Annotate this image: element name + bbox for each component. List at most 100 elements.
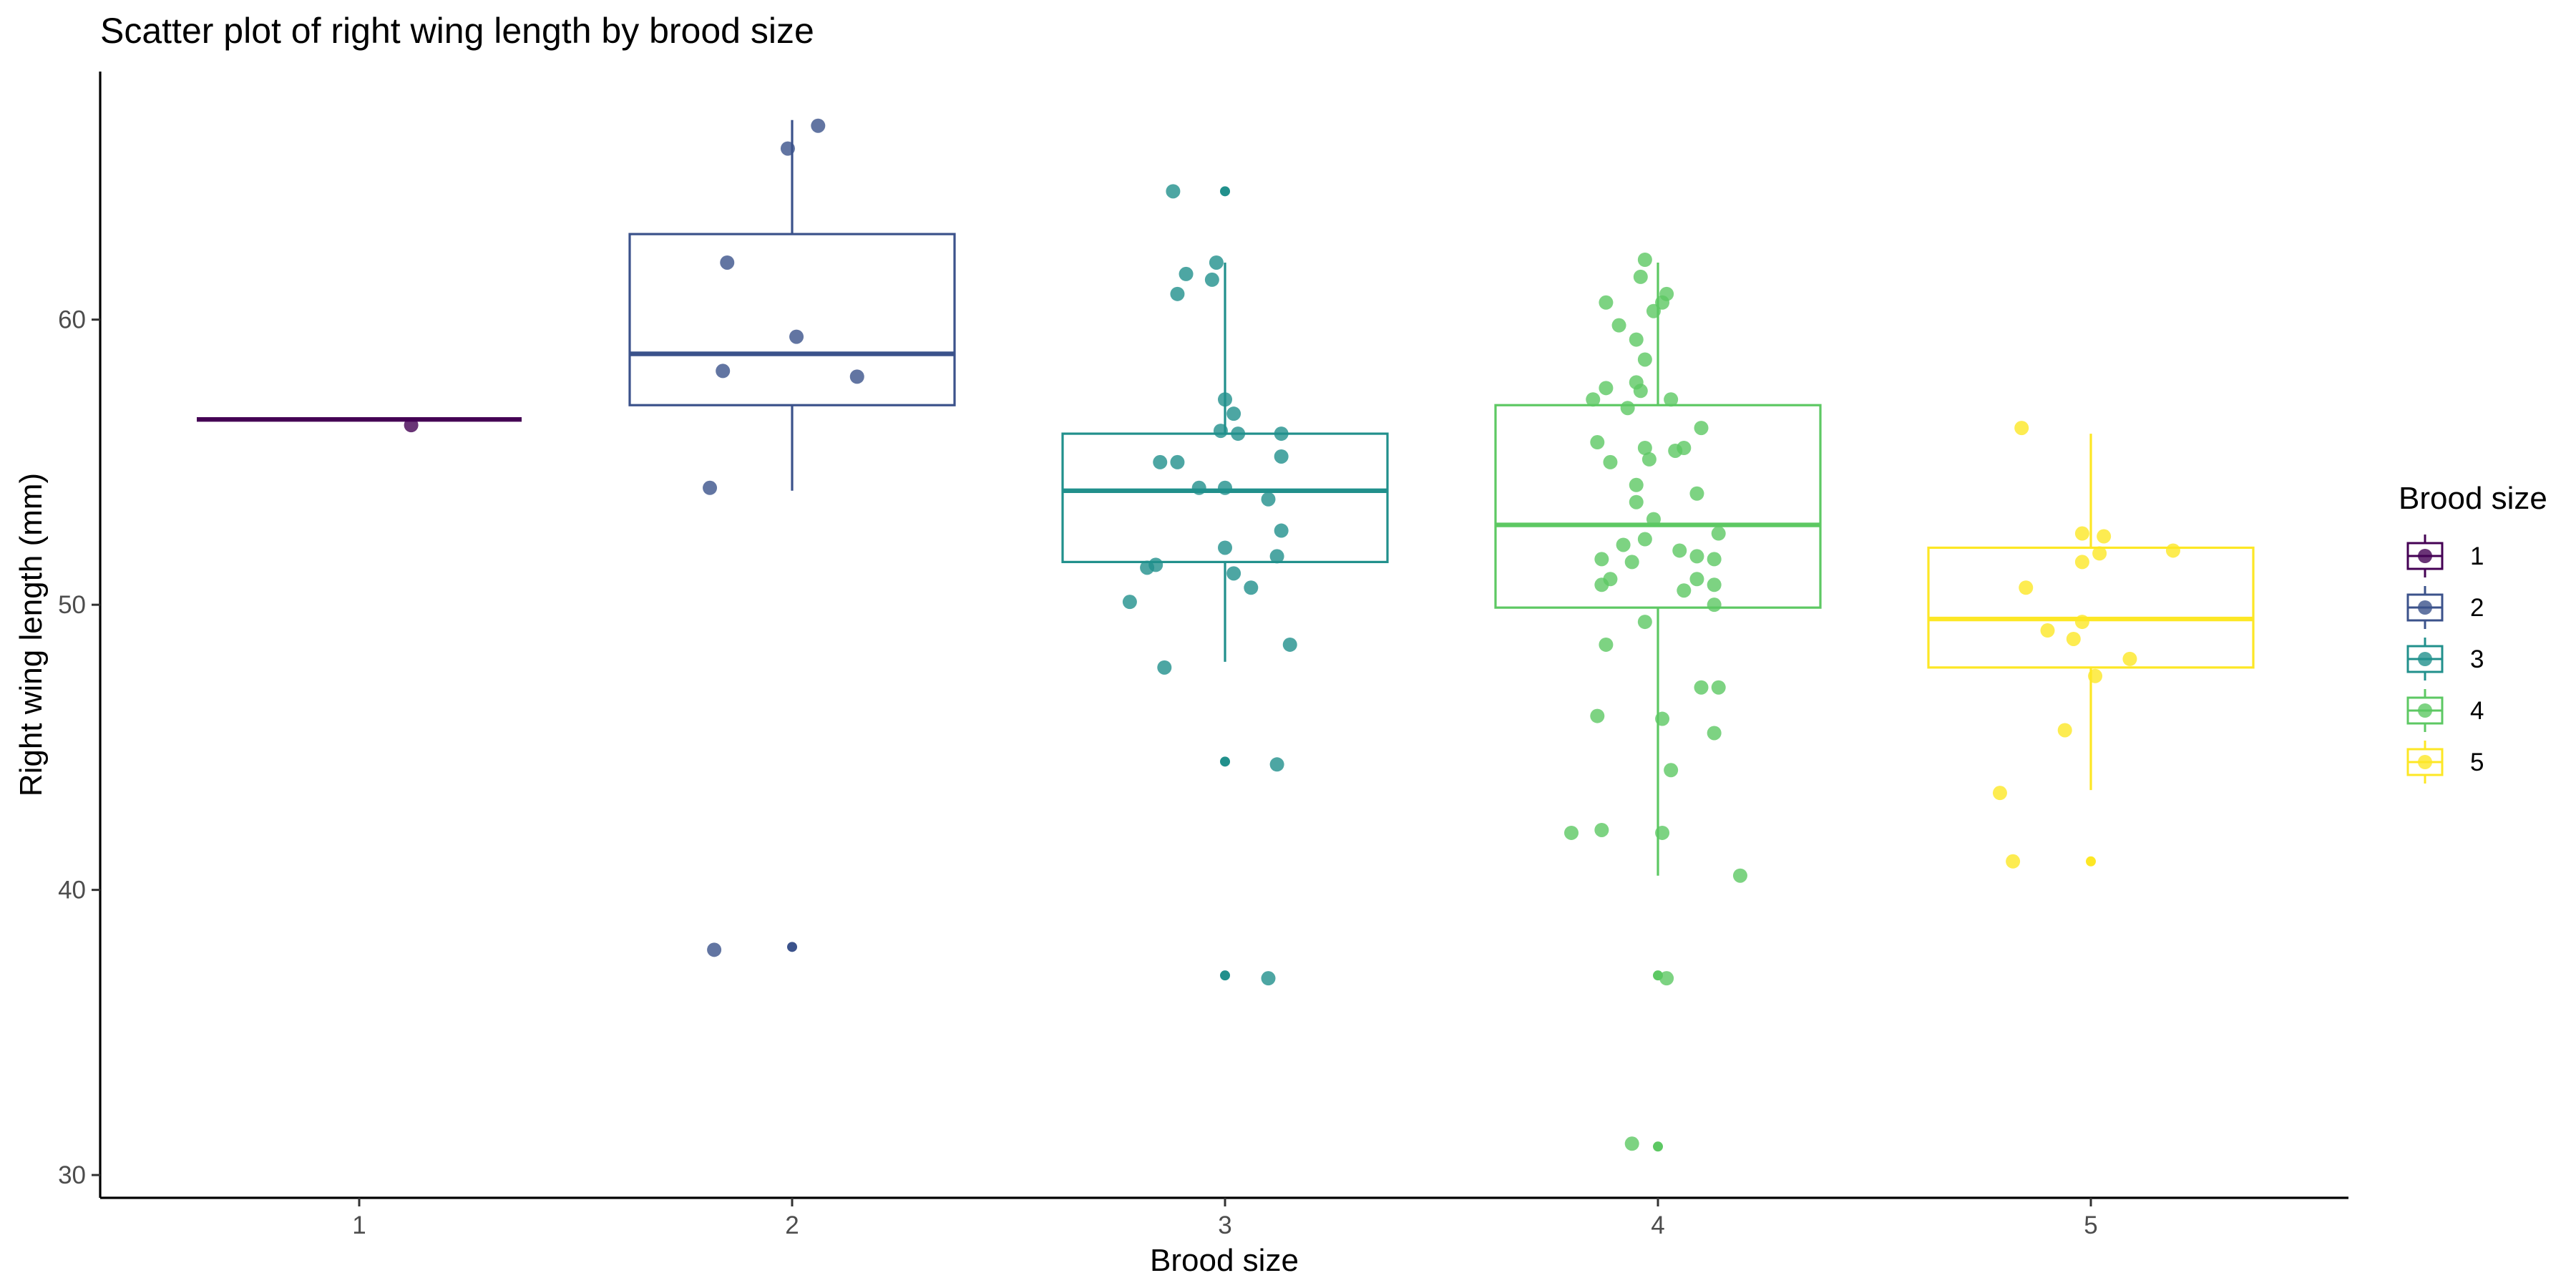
data-point [1637,615,1652,630]
data-point [1599,381,1614,396]
data-point [1633,269,1648,284]
data-point [1629,477,1644,492]
data-point [1689,572,1704,587]
data-point [849,369,864,384]
data-point [1646,303,1661,318]
y-tick-label: 40 [58,877,86,904]
data-point [1157,660,1172,675]
x-tick-label: 3 [1218,1211,1231,1239]
data-point [1179,266,1194,281]
data-point [1637,532,1652,547]
data-point [1732,868,1747,883]
data-point [1707,552,1722,567]
data-point [1244,580,1259,595]
data-point [811,118,826,133]
legend-key-3: 3 [2406,638,2484,680]
data-point [1624,1136,1639,1151]
data-point [1204,272,1219,287]
data-point [1269,757,1284,772]
data-point [1637,252,1652,267]
x-tick-label: 5 [2084,1211,2097,1239]
data-point [2066,631,2081,646]
data-point [1689,549,1704,564]
data-point [1641,452,1657,467]
outlier-point [1220,186,1230,197]
outlier-point [787,942,797,952]
data-point [2074,615,2089,630]
data-point [1707,577,1722,592]
series-3 [1122,184,1297,986]
boxplot-group-5 [1927,434,2255,791]
legend-point [2418,755,2432,769]
box [628,233,956,406]
data-point [1564,825,1579,840]
legend-title: Brood size [2399,481,2547,516]
data-point [1218,540,1232,555]
data-point [1659,971,1674,986]
data-point [1629,494,1644,509]
y-axis-title: Right wing length (mm) [14,473,49,796]
y-tick-label: 50 [58,591,86,619]
data-point [1637,440,1652,455]
outlier-point [1653,1141,1663,1152]
data-point [2092,546,2107,561]
data-point [1170,454,1185,469]
data-point [1261,492,1276,507]
outlier-point [1220,756,1230,767]
data-point [1637,352,1652,367]
plot-area [197,118,2255,1152]
data-point [2122,651,2137,666]
data-point [1599,295,1614,310]
data-point [1629,332,1644,347]
data-point [1590,708,1605,723]
data-point [2014,421,2029,436]
data-point [2088,668,2103,683]
data-point [1677,583,1692,598]
data-point [1594,552,1609,567]
data-point [1707,597,1722,613]
data-point [1594,822,1609,837]
data-point [1274,426,1289,441]
legend-label: 2 [2470,594,2484,622]
data-point [1711,526,1726,541]
data-point [1213,424,1228,439]
data-point [1655,711,1670,726]
legend-label: 4 [2470,697,2484,725]
x-tick-label: 2 [785,1211,799,1239]
legend-label: 3 [2470,645,2484,673]
data-point [720,255,735,270]
box [1927,546,2255,669]
boxplot-group-2 [628,119,956,491]
series-5 [1992,421,2180,869]
data-point [1655,825,1670,840]
data-point [1269,549,1284,564]
series-1 [404,418,419,433]
legend-label: 5 [2470,748,2484,776]
data-point [1646,512,1661,527]
data-point [2074,555,2089,570]
data-point [1274,449,1289,464]
data-point [789,329,804,344]
data-point [2040,623,2055,638]
data-point [780,141,795,156]
data-point [1694,421,1709,436]
data-point [1140,560,1155,575]
data-point [1664,392,1679,407]
data-point [404,418,419,433]
data-point [1231,426,1246,441]
data-point [2057,723,2072,738]
data-point [2165,543,2180,558]
data-point [1599,637,1614,652]
data-point [2074,526,2089,541]
data-point [1261,971,1276,986]
legend-point [2418,652,2432,666]
data-point [1611,318,1626,333]
y-axis-ticks: 30 40 50 60 [58,306,100,1189]
outlier-point [2086,856,2096,867]
legend-key-1: 1 [2406,535,2484,577]
x-tick-label: 4 [1651,1211,1664,1239]
data-point [1659,286,1674,301]
data-point [1616,537,1631,552]
data-point [1218,392,1232,407]
legend-label: 1 [2470,542,2484,570]
